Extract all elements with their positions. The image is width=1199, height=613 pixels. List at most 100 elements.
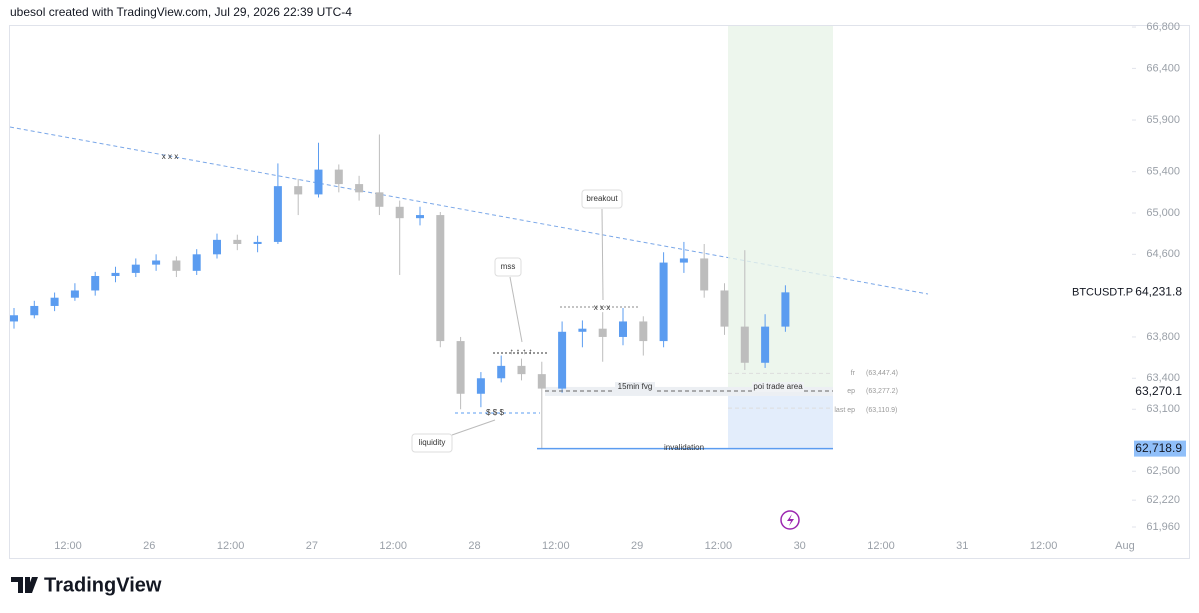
footer-brand: TradingView	[44, 574, 162, 596]
x-tick-label: 12:00	[867, 540, 895, 552]
logo	[11, 577, 38, 593]
y-tick-label: 61,960	[1146, 521, 1180, 533]
callout-text: breakout	[586, 194, 618, 203]
candle-body	[517, 365, 526, 375]
y-tick-label: 65,900	[1146, 114, 1180, 126]
price-badge: 62,718.9	[1135, 441, 1182, 455]
x-tick-label: 28	[468, 540, 480, 552]
x-tick-label: 12:00	[542, 540, 570, 552]
candle-body	[10, 315, 18, 322]
level-name: last ep	[834, 407, 855, 414]
candle-body	[700, 258, 709, 291]
candle-body	[639, 321, 648, 342]
annotation-text: x x x	[162, 152, 178, 161]
candle-body	[192, 254, 201, 271]
annotation-text: 15min fvg	[618, 382, 653, 391]
candle-body	[537, 374, 546, 389]
x-tick-label: 12:00	[1030, 540, 1058, 552]
candle-body	[740, 326, 749, 363]
candle-body	[334, 169, 343, 185]
level-name: ep	[847, 388, 855, 395]
candle-body	[497, 365, 506, 379]
callout-box	[411, 433, 453, 453]
candle-body	[111, 272, 120, 277]
event-icon	[780, 510, 800, 530]
candle-body	[761, 326, 770, 363]
y-tick-label: 63,100	[1146, 403, 1180, 415]
x-tick-label: 27	[306, 540, 318, 552]
annotation-text: $ $ $	[486, 408, 504, 417]
x-tick-label: 31	[956, 540, 968, 552]
symbol-label: BTCUSDT.P	[1072, 286, 1133, 298]
logo-mark	[11, 577, 38, 593]
y-tick-label: 65,400	[1146, 166, 1180, 178]
x-tick-label: 12:00	[379, 540, 407, 552]
candle-body	[375, 192, 384, 207]
label-bg	[615, 382, 655, 392]
candle-body	[355, 184, 364, 193]
level-label: (63,110.9)	[866, 407, 897, 414]
candle-body	[395, 206, 404, 219]
y-tick-label: 64,600	[1146, 248, 1180, 260]
callout-box	[494, 257, 522, 277]
y-tick-label: 63,800	[1146, 331, 1180, 343]
candle-body	[619, 321, 627, 337]
candle-body	[436, 215, 445, 342]
callout-pointer	[451, 419, 496, 436]
annotation-text: x x x	[594, 303, 610, 312]
annotation-text: ↑ ↑ ↑ ↑	[510, 347, 533, 356]
candle-body	[558, 331, 567, 389]
last-price-label: 64,231.8	[1135, 285, 1182, 299]
stop-zone	[728, 390, 833, 449]
candle-body	[416, 215, 424, 219]
candle-body	[659, 262, 668, 342]
x-tick-label: 12:00	[705, 540, 733, 552]
level-name: fr	[851, 370, 856, 377]
candle-body	[273, 186, 282, 242]
chart-frame	[9, 25, 1190, 559]
y-tick-label: 65,000	[1146, 207, 1180, 219]
candle-body	[131, 264, 140, 273]
annotation-text: poi trade area	[753, 382, 803, 391]
header-title: ubesol created with TradingView.com, Jul…	[10, 5, 352, 19]
y-tick-label: 62,220	[1146, 494, 1180, 506]
candle-body	[314, 169, 323, 195]
candle-body	[598, 328, 607, 337]
x-tick-label: 12:00	[217, 540, 245, 552]
candle-body	[233, 239, 242, 244]
candle-body	[91, 276, 100, 291]
x-tick-label: 29	[631, 540, 643, 552]
callout-pointer	[601, 208, 604, 301]
candle-body	[70, 290, 79, 298]
y-tick-label: 66,800	[1146, 21, 1180, 33]
candle-body	[578, 328, 587, 332]
y-tick-label: 66,400	[1146, 62, 1180, 74]
candle-body	[720, 290, 729, 327]
candle-body	[213, 239, 221, 255]
price-badge: 63,270.1	[1135, 384, 1182, 398]
price-badge-bg	[1134, 440, 1186, 457]
level-label: (63,277.2)	[866, 388, 898, 395]
callout-box	[581, 189, 623, 209]
x-tick-label: Aug	[1115, 540, 1135, 552]
candle-body	[476, 378, 485, 394]
label-bg	[752, 382, 804, 392]
x-tick-label: 30	[794, 540, 806, 552]
callout-text: liquidity	[419, 438, 446, 447]
event-bolt	[787, 514, 794, 526]
candle-body	[781, 292, 790, 327]
candle-body	[456, 341, 465, 394]
candle-body	[294, 186, 303, 195]
candle-body	[30, 305, 39, 316]
candle-body	[50, 297, 59, 306]
candle-body	[172, 260, 181, 271]
level-label: (63,447.4)	[866, 370, 898, 377]
x-tick-label: 26	[143, 540, 155, 552]
x-tick-label: 12:00	[54, 540, 82, 552]
candle-body	[253, 241, 262, 244]
candle-body	[679, 258, 688, 263]
y-tick-label: 62,500	[1146, 465, 1180, 477]
callout-pointer	[509, 276, 523, 343]
